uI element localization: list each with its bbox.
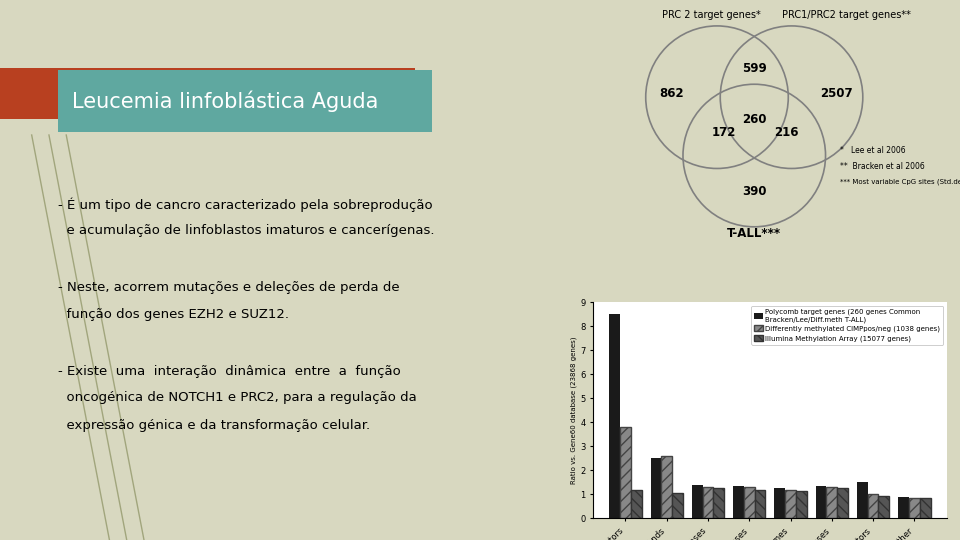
Text: *** Most variable CpG sites (Std.dev≥0.3): *** Most variable CpG sites (Std.dev≥0.3… — [840, 178, 960, 185]
Legend: Polycomb target genes (260 genes Common
Bracken/Lee/Diff.meth T-ALL), Differentl: Polycomb target genes (260 genes Common … — [752, 306, 943, 345]
Text: T-ALL***: T-ALL*** — [727, 227, 781, 240]
Bar — [755, 490, 765, 518]
Text: 216: 216 — [775, 126, 799, 139]
Bar — [909, 498, 920, 518]
Text: 2507: 2507 — [821, 87, 853, 100]
Text: expressão génica e da transformação celular.: expressão génica e da transformação celu… — [58, 418, 370, 431]
Text: 390: 390 — [742, 185, 766, 198]
Text: 862: 862 — [660, 87, 684, 100]
Bar — [692, 485, 703, 518]
Text: 260: 260 — [742, 113, 766, 126]
Bar — [816, 486, 827, 518]
FancyBboxPatch shape — [58, 70, 432, 132]
Text: - Neste, acorrem mutações e deleções de perda de: - Neste, acorrem mutações e deleções de … — [58, 281, 399, 294]
Bar — [837, 488, 848, 518]
Text: função dos genes EZH2 e SUZ12.: função dos genes EZH2 e SUZ12. — [58, 308, 289, 321]
Text: **  Bracken et al 2006: ** Bracken et al 2006 — [840, 162, 924, 171]
Text: oncogénica de NOTCH1 e PRC2, para a regulação da: oncogénica de NOTCH1 e PRC2, para a regu… — [58, 392, 417, 404]
Bar — [631, 490, 641, 518]
Text: PRC1/PRC2 target genes**: PRC1/PRC2 target genes** — [781, 10, 911, 20]
Bar — [651, 458, 661, 518]
Text: - É um tipo de cancro caracterizado pela sobreprodução: - É um tipo de cancro caracterizado pela… — [58, 197, 432, 212]
Bar — [827, 487, 837, 518]
Y-axis label: Ratio vs. Gene60 database (23868 genes): Ratio vs. Gene60 database (23868 genes) — [571, 336, 578, 484]
Bar — [878, 496, 889, 518]
Bar — [610, 314, 620, 518]
Text: 172: 172 — [711, 126, 735, 139]
Bar — [672, 493, 683, 518]
Bar — [920, 498, 930, 518]
Bar — [868, 495, 878, 518]
Bar — [899, 497, 909, 518]
Text: Leucemia linfoblástica Aguda: Leucemia linfoblástica Aguda — [72, 91, 378, 112]
Bar — [620, 427, 631, 518]
Text: e acumulação de linfoblastos imaturos e cancerígenas.: e acumulação de linfoblastos imaturos e … — [58, 224, 434, 237]
Bar — [857, 482, 868, 518]
Bar — [703, 487, 713, 518]
Bar — [775, 488, 785, 518]
Text: 599: 599 — [742, 62, 767, 75]
Bar — [733, 486, 744, 518]
FancyBboxPatch shape — [0, 68, 415, 119]
Text: PRC 2 target genes*: PRC 2 target genes* — [662, 10, 760, 20]
Bar — [661, 456, 672, 518]
Bar — [785, 490, 796, 518]
Bar — [796, 491, 806, 518]
Text: - Existe  uma  interação  dinâmica  entre  a  função: - Existe uma interação dinâmica entre a … — [58, 364, 400, 377]
Text: *   Lee et al 2006: * Lee et al 2006 — [840, 146, 905, 155]
Bar — [744, 487, 755, 518]
Bar — [713, 488, 724, 518]
